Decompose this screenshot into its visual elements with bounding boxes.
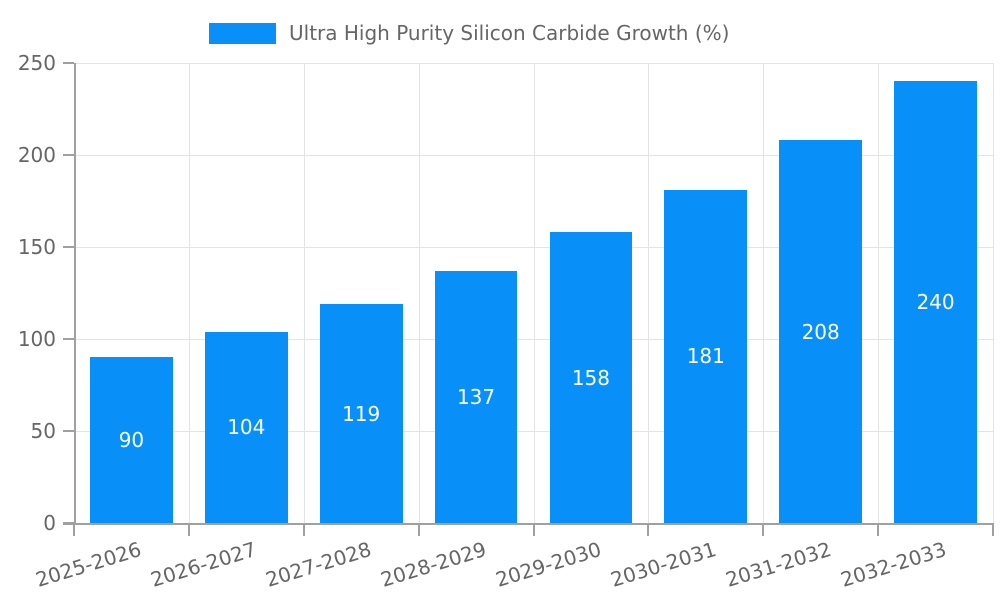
x-tick-label: 2029-2030: [492, 537, 604, 592]
y-axis-tick: [63, 430, 74, 432]
bar-value-label: 208: [801, 319, 840, 344]
x-tick-label: 2026-2027: [148, 537, 260, 592]
y-axis-tick: [63, 246, 74, 248]
bar-value-label: 90: [118, 428, 145, 453]
x-axis-tick: [187, 523, 190, 536]
x-axis-tick: [647, 523, 650, 536]
v-gridline: [993, 63, 994, 523]
v-gridline: [188, 63, 190, 523]
x-axis-tick: [762, 523, 765, 536]
legend-swatch: [209, 22, 276, 44]
x-tick-label: 2030-2031: [607, 537, 719, 592]
x-axis-tick: [992, 523, 994, 536]
x-tick-label: 2032-2033: [837, 537, 949, 592]
bar-value-label: 240: [916, 290, 955, 315]
y-axis-line: [74, 63, 76, 524]
bar[interactable]: 90: [90, 357, 173, 523]
chart-legend[interactable]: Ultra High Purity Silicon Carbide Growth…: [209, 21, 729, 45]
bar[interactable]: 158: [549, 232, 633, 523]
bar[interactable]: 119: [319, 304, 403, 523]
x-tick-label: 2025-2026: [33, 537, 145, 592]
bar-value-label: 119: [342, 401, 381, 426]
v-gridline: [533, 63, 535, 523]
y-tick-label: 100: [17, 327, 56, 351]
legend-label: Ultra High Purity Silicon Carbide Growth…: [289, 21, 730, 45]
v-gridline: [303, 63, 305, 523]
y-tick-label: 150: [17, 235, 56, 259]
v-gridline: [763, 63, 765, 523]
x-axis-tick: [532, 523, 535, 536]
v-gridline: [878, 63, 880, 523]
y-tick-label: 50: [30, 419, 56, 443]
x-axis-line: [63, 523, 993, 525]
bar-value-label: 181: [686, 344, 725, 369]
y-tick-label: 250: [17, 51, 56, 75]
x-axis-tick: [73, 523, 75, 536]
x-axis-tick: [417, 523, 420, 536]
bar-value-label: 158: [571, 365, 611, 390]
bar[interactable]: 208: [779, 140, 863, 523]
x-axis-tick: [877, 523, 880, 536]
x-tick-label: 2031-2032: [722, 537, 834, 592]
y-axis-tick: [63, 338, 74, 340]
v-gridline: [648, 63, 650, 523]
y-tick-label: 200: [17, 143, 56, 167]
bar[interactable]: 181: [664, 189, 748, 523]
bar[interactable]: 137: [434, 270, 518, 523]
bar-value-label: 137: [456, 384, 496, 409]
bar[interactable]: 104: [204, 331, 288, 523]
bar-value-label: 104: [227, 415, 266, 440]
v-gridline: [418, 63, 420, 523]
x-tick-label: 2028-2029: [377, 537, 490, 592]
x-axis-tick: [302, 523, 305, 536]
bar[interactable]: 240: [894, 81, 977, 523]
y-tick-label: 0: [43, 511, 56, 535]
y-axis-tick: [63, 154, 74, 156]
y-axis-tick: [63, 62, 74, 64]
x-tick-label: 2027-2028: [262, 537, 375, 592]
